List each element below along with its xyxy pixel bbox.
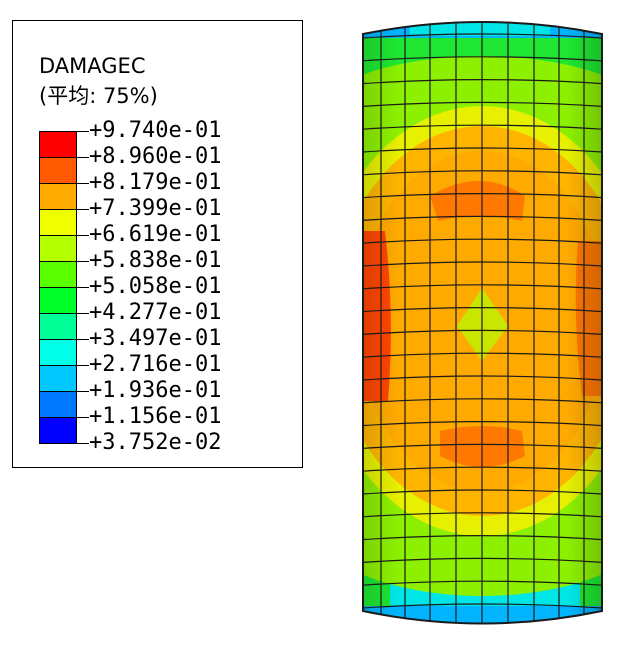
colorbar-swatch [39,261,77,288]
colorbar-tick-label: +5.838e-01 [89,248,222,273]
colorbar-swatch [39,131,77,158]
mesh-grid [363,22,602,624]
colorbar-swatch [39,235,77,262]
colorbar-swatch [39,209,77,236]
colorbar-swatch [39,183,77,210]
colorbar-swatch [39,417,77,444]
colorbar-tick-label: +8.179e-01 [89,170,222,195]
colorbar-swatch [39,391,77,418]
colorbar-tick [77,183,89,184]
colorbar-tick [77,391,89,392]
colorbar-tick [77,365,89,366]
colorbar-tick [77,417,89,418]
colorbar-swatch [39,157,77,184]
colorbar-tick-label: +7.399e-01 [89,196,222,221]
legend-box: DAMAGEC (平均: 75%) +9.740e-01 +8.960e-01 +8… [12,20,303,468]
colorbar-tick-label: +6.619e-01 [89,222,222,247]
colorbar-swatch [39,365,77,392]
cylinder-model [362,21,603,625]
colorbar-tick-label: +5.058e-01 [89,274,222,299]
colorbar-tick [77,209,89,210]
colorbar-tick [77,313,89,314]
colorbar-swatch [39,339,77,366]
colorbar-tick-label: +4.277e-01 [89,300,222,325]
colorbar-tick-label: +3.752e-02 [89,430,222,455]
colorbar-tick-label: +1.156e-01 [89,404,222,429]
colorbar-swatch [39,313,77,340]
legend-subtitle: (平均: 75%) [39,84,158,108]
legend-title: DAMAGEC [39,54,146,78]
colorbar-tick-label: +9.740e-01 [89,118,222,143]
colorbar-tick [77,339,89,340]
colorbar-tick [77,235,89,236]
colorbar-tick [77,261,89,262]
colorbar-tick-label: +8.960e-01 [89,144,222,169]
colorbar-tick [77,287,89,288]
colorbar-tick-label: +2.716e-01 [89,352,222,377]
colorbar-tick [77,131,89,132]
colorbar-tick-label: +1.936e-01 [89,378,222,403]
colorbar-swatch [39,287,77,314]
colorbar-tick-label: +3.497e-01 [89,326,222,351]
colorbar-tick [77,157,89,158]
colorbar-tick [77,443,89,444]
